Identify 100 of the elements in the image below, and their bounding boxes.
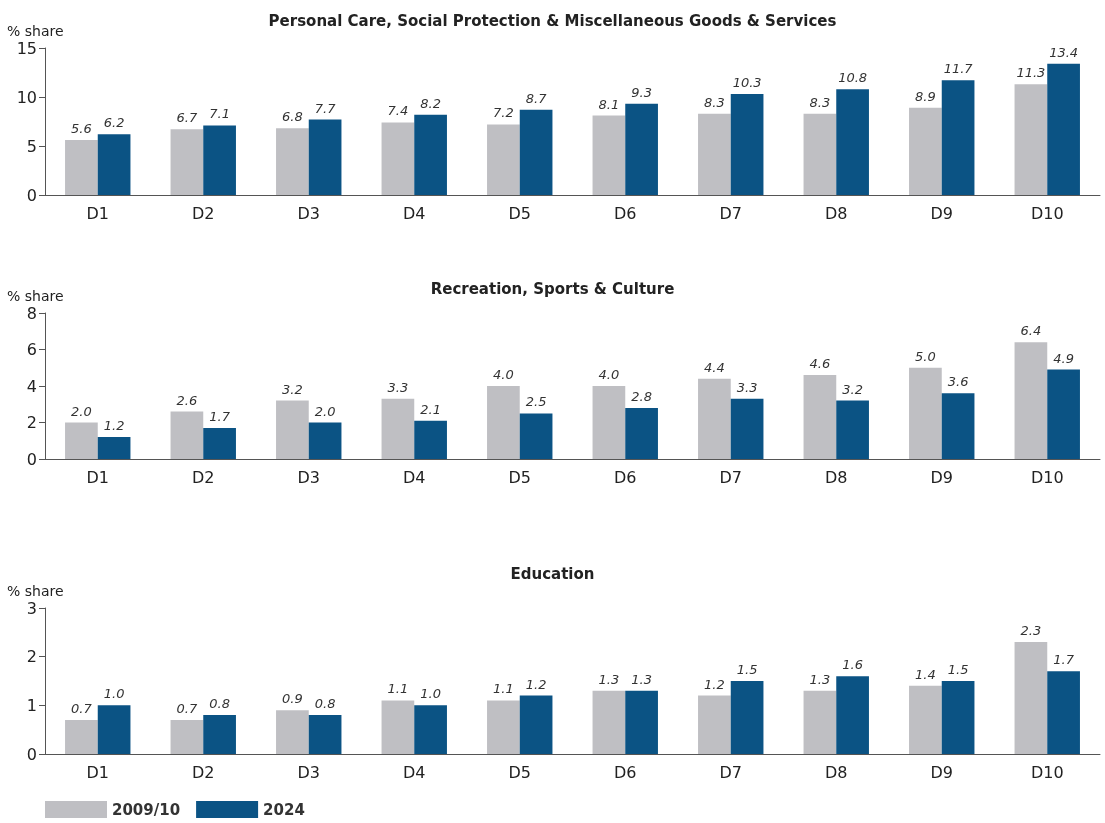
bar bbox=[1014, 642, 1048, 754]
bar bbox=[519, 109, 553, 195]
data-label: 9.3 bbox=[631, 84, 652, 100]
data-label: 6.7 bbox=[176, 110, 198, 126]
chart-title: Recreation, Sports & Culture bbox=[430, 279, 675, 298]
data-label: 1.6 bbox=[842, 657, 863, 673]
x-tick-label: D10 bbox=[1030, 762, 1064, 782]
bar bbox=[941, 80, 975, 195]
x-tick-label: D3 bbox=[297, 762, 320, 782]
y-tick-label: 3 bbox=[26, 598, 37, 618]
bar bbox=[592, 115, 626, 195]
data-label: 4.0 bbox=[493, 367, 514, 382]
data-label: 4.0 bbox=[598, 367, 620, 382]
data-label: 5.6 bbox=[71, 121, 92, 137]
bar bbox=[803, 375, 837, 459]
bar bbox=[414, 705, 447, 754]
x-tick-label: D4 bbox=[403, 467, 426, 487]
legend-label: 2009/10 bbox=[112, 800, 181, 819]
data-label: 6.2 bbox=[103, 115, 125, 131]
data-label: 2.8 bbox=[631, 388, 652, 404]
bar bbox=[592, 690, 626, 754]
y-tick-label: 0 bbox=[26, 449, 37, 469]
x-tick-label: D10 bbox=[1030, 203, 1064, 223]
x-tick-label: D9 bbox=[930, 203, 953, 223]
bar bbox=[625, 103, 658, 195]
bar bbox=[941, 681, 975, 754]
bar bbox=[1047, 369, 1080, 459]
y-tick-label: 8 bbox=[26, 303, 37, 323]
bar bbox=[381, 122, 415, 195]
data-label: 7.1 bbox=[209, 106, 230, 122]
x-tick-label: D9 bbox=[930, 762, 953, 782]
data-label: 8.9 bbox=[915, 88, 936, 104]
data-label: 8.7 bbox=[525, 90, 548, 106]
data-label: 2.0 bbox=[314, 403, 336, 419]
data-label: 10.3 bbox=[732, 75, 762, 91]
data-label: 7.7 bbox=[314, 100, 337, 116]
bar bbox=[803, 690, 837, 754]
bar bbox=[836, 676, 869, 754]
x-tick-label: D4 bbox=[403, 203, 426, 223]
chart-title: Personal Care, Social Protection & Miscellaneous Goods & Services bbox=[268, 11, 837, 30]
bar bbox=[97, 134, 131, 195]
bar bbox=[203, 715, 236, 754]
y-axis-title: % share bbox=[7, 23, 64, 39]
bar bbox=[730, 681, 764, 754]
data-label: 8.1 bbox=[598, 96, 620, 112]
data-label: 2.0 bbox=[71, 403, 92, 419]
y-tick-label: 6 bbox=[26, 340, 37, 359]
data-label: 1.2 bbox=[525, 676, 547, 692]
x-tick-label: D2 bbox=[192, 203, 215, 223]
bar bbox=[65, 140, 98, 195]
bar bbox=[730, 398, 764, 459]
x-tick-label: D1 bbox=[86, 203, 109, 223]
x-tick-label: D5 bbox=[508, 762, 531, 782]
x-tick-label: D8 bbox=[825, 762, 848, 782]
data-label: 5.0 bbox=[915, 348, 936, 364]
x-tick-label: D8 bbox=[825, 203, 848, 223]
bar bbox=[698, 378, 731, 459]
bar bbox=[487, 386, 520, 459]
data-label: 0.7 bbox=[176, 700, 198, 716]
bar bbox=[381, 700, 415, 754]
bar bbox=[625, 407, 658, 459]
data-label: 1.0 bbox=[103, 686, 125, 702]
y-tick-label: 2 bbox=[26, 647, 37, 667]
data-label: 1.2 bbox=[704, 676, 725, 692]
y-tick-label: 10 bbox=[16, 87, 37, 107]
bar bbox=[803, 113, 837, 195]
data-label: 2.1 bbox=[420, 401, 441, 417]
bar bbox=[170, 719, 204, 754]
bar bbox=[519, 695, 553, 754]
x-tick-label: D8 bbox=[825, 467, 848, 487]
data-label: 1.3 bbox=[809, 671, 831, 687]
data-label: 0.7 bbox=[71, 700, 93, 716]
data-label: 6.8 bbox=[282, 109, 303, 125]
x-tick-label: D6 bbox=[614, 467, 637, 487]
x-tick-label: D6 bbox=[614, 762, 637, 782]
bar bbox=[698, 695, 731, 754]
x-tick-label: D7 bbox=[719, 762, 742, 782]
bar bbox=[592, 386, 626, 459]
data-label: 3.2 bbox=[282, 381, 303, 397]
bar bbox=[909, 685, 942, 754]
y-axis-title: % share bbox=[7, 583, 64, 599]
x-tick-label: D1 bbox=[86, 467, 109, 487]
bar bbox=[414, 114, 447, 195]
x-tick-label: D5 bbox=[508, 467, 531, 487]
data-label: 1.0 bbox=[420, 686, 441, 702]
data-label: 3.3 bbox=[736, 379, 758, 395]
bar bbox=[941, 393, 975, 459]
data-label: 3.6 bbox=[947, 374, 969, 390]
data-label: 3.3 bbox=[387, 379, 409, 395]
bar bbox=[276, 128, 309, 195]
bar bbox=[65, 719, 98, 754]
data-label: 3.2 bbox=[842, 381, 863, 397]
bar bbox=[203, 125, 236, 195]
data-label: 4.6 bbox=[809, 356, 831, 372]
bar bbox=[625, 690, 658, 754]
bar bbox=[97, 705, 131, 754]
data-label: 7.2 bbox=[493, 105, 514, 121]
bar bbox=[730, 94, 764, 195]
data-label: 13.4 bbox=[1049, 44, 1079, 60]
x-tick-label: D2 bbox=[192, 762, 215, 782]
